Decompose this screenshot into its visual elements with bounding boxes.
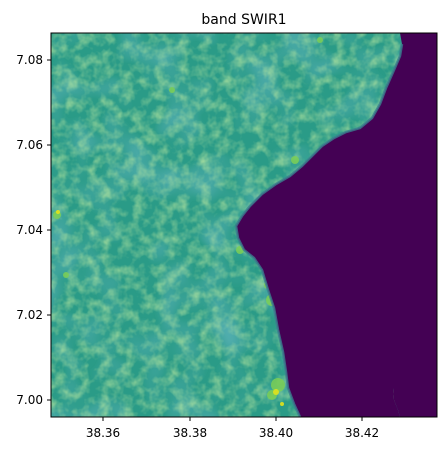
plot-title: band SWIR1 — [201, 12, 286, 28]
y-tick-label: 7.02 — [16, 308, 43, 322]
water-body-lower — [288, 388, 400, 417]
coastline — [234, 43, 404, 417]
y-tick-label: 7.00 — [16, 393, 43, 407]
y-axis: 7.08 7.06 7.04 7.02 7.00 — [16, 53, 51, 407]
y-tick-label: 7.04 — [16, 223, 43, 237]
water-body — [236, 33, 437, 417]
x-tick-label: 38.40 — [259, 426, 293, 440]
y-tick-label: 7.08 — [16, 53, 43, 67]
x-tick-label: 38.38 — [173, 426, 207, 440]
x-axis: 38.36 38.38 38.40 38.42 — [86, 417, 379, 440]
y-tick-label: 7.06 — [16, 138, 43, 152]
plot-frame — [50, 32, 438, 418]
yellow-patches — [56, 210, 284, 406]
satellite-image — [51, 33, 437, 417]
x-tick-label: 38.42 — [345, 426, 379, 440]
x-tick-label: 38.36 — [86, 426, 120, 440]
